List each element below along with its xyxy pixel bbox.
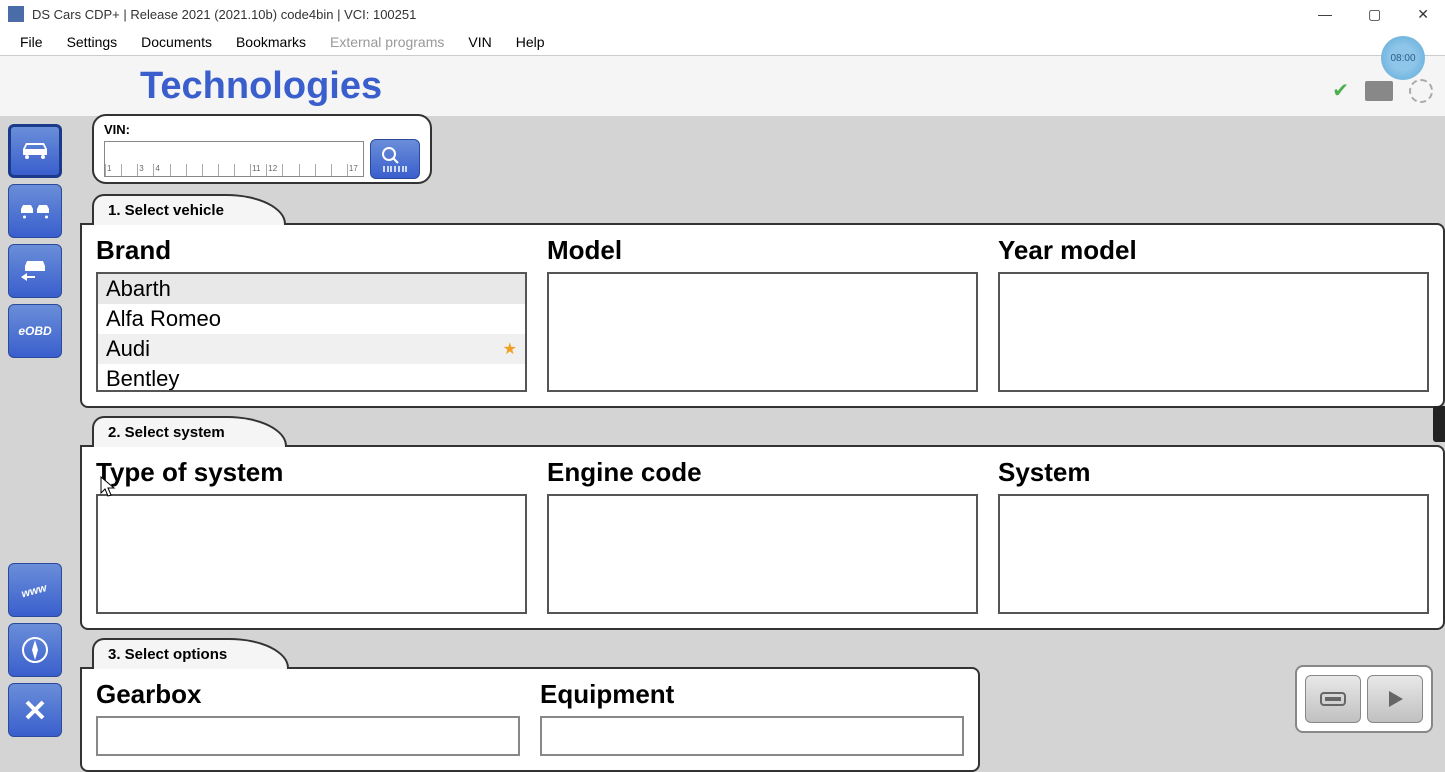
close-button[interactable]: ✕ [1409, 4, 1437, 25]
section-options: 3. Select options Gearbox Equipment [80, 638, 1445, 772]
titlebar: DS Cars CDP+ | Release 2021 (2021.10b) c… [0, 0, 1445, 28]
section-system-tab: 2. Select system [92, 416, 287, 447]
sidebar-close-button[interactable] [8, 683, 62, 737]
year-label: Year model [998, 235, 1429, 266]
gearbox-column: Gearbox [96, 679, 520, 756]
header-status-icons: ✔ [1332, 78, 1433, 103]
check-icon: ✔ [1332, 78, 1349, 103]
eobd-label: eOBD [18, 324, 51, 338]
type-label: Type of system [96, 457, 527, 488]
vin-input[interactable]: 134111217 [104, 141, 364, 177]
header: Technologies 08:00 [0, 56, 1445, 116]
barcode-search-icon [378, 144, 412, 174]
year-column: Year model [998, 235, 1429, 392]
model-label: Model [547, 235, 978, 266]
menu-vin[interactable]: VIN [456, 30, 503, 54]
minimize-button[interactable]: — [1310, 4, 1340, 25]
system-label: System [998, 457, 1429, 488]
gearbox-label: Gearbox [96, 679, 520, 710]
car-back-icon [17, 253, 53, 289]
sidebar-compass-button[interactable] [8, 623, 62, 677]
system-column: System [998, 457, 1429, 614]
sidebar-multicar-button[interactable] [8, 184, 62, 238]
side-handle[interactable] [1433, 406, 1445, 442]
settings-gear-icon[interactable] [1409, 79, 1433, 103]
multi-car-icon [17, 193, 53, 229]
brand-item-alfa-romeo[interactable]: Alfa Romeo [98, 304, 525, 334]
section-vehicle-tab: 1. Select vehicle [92, 194, 286, 225]
section-vehicle: 1. Select vehicle Brand Abarth Alfa Rome… [80, 194, 1445, 408]
clock-badge: 08:00 [1381, 36, 1425, 80]
app-icon [8, 6, 24, 22]
maximize-button[interactable]: ▢ [1360, 4, 1389, 25]
sidebar-www-button[interactable]: www [8, 563, 62, 617]
footer-connect-button[interactable] [1305, 675, 1361, 723]
equipment-label: Equipment [540, 679, 964, 710]
connector-icon [1317, 685, 1349, 713]
compass-icon [17, 632, 53, 668]
footer-next-button[interactable] [1367, 675, 1423, 723]
menubar: File Settings Documents Bookmarks Extern… [0, 28, 1445, 56]
play-icon [1379, 685, 1411, 713]
svg-text:www: www [20, 582, 49, 601]
sidebar-car-button[interactable] [8, 124, 62, 178]
titlebar-text: DS Cars CDP+ | Release 2021 (2021.10b) c… [32, 7, 416, 22]
www-icon: www [17, 572, 53, 608]
engine-label: Engine code [547, 457, 978, 488]
sidebar-back-button[interactable] [8, 244, 62, 298]
model-column: Model [547, 235, 978, 392]
brand-listbox[interactable]: Abarth Alfa Romeo Audi★ Bentley [96, 272, 527, 392]
brand-column: Brand Abarth Alfa Romeo Audi★ Bentley [96, 235, 527, 392]
menu-help[interactable]: Help [504, 30, 557, 54]
footer-buttons [1295, 665, 1433, 733]
year-listbox[interactable] [998, 272, 1429, 392]
brand-label: Brand [96, 235, 527, 266]
vin-search-button[interactable] [370, 139, 420, 179]
equipment-listbox[interactable] [540, 716, 964, 756]
section-options-tab: 3. Select options [92, 638, 289, 669]
content: VIN: 134111217 1. Select vehicle [80, 116, 1445, 745]
brand-item-audi[interactable]: Audi★ [98, 334, 525, 364]
vin-label: VIN: [104, 122, 420, 137]
star-icon: ★ [503, 339, 517, 359]
menu-external-programs[interactable]: External programs [318, 30, 456, 54]
window-controls: — ▢ ✕ [1310, 4, 1437, 25]
model-listbox[interactable] [547, 272, 978, 392]
engine-column: Engine code [547, 457, 978, 614]
car-icon [17, 133, 53, 169]
vin-ticks: 134111217 [105, 164, 363, 176]
engine-listbox[interactable] [547, 494, 978, 614]
menu-file[interactable]: File [8, 30, 55, 54]
main: eOBD www VIN: 134111217 [0, 116, 1445, 745]
type-column: Type of system [96, 457, 527, 614]
logo-text: Technologies [140, 65, 382, 108]
x-icon [17, 692, 53, 728]
sidebar: eOBD www [0, 116, 80, 745]
system-listbox[interactable] [998, 494, 1429, 614]
brand-item-abarth[interactable]: Abarth [98, 274, 525, 304]
type-listbox[interactable] [96, 494, 527, 614]
sidebar-eobd-button[interactable]: eOBD [8, 304, 62, 358]
menu-documents[interactable]: Documents [129, 30, 224, 54]
vin-box: VIN: 134111217 [92, 114, 432, 184]
section-system: 2. Select system Type of system Engine c… [80, 416, 1445, 630]
menu-bookmarks[interactable]: Bookmarks [224, 30, 318, 54]
brand-item-bentley[interactable]: Bentley [98, 364, 525, 392]
equipment-column: Equipment [540, 679, 964, 756]
gearbox-listbox[interactable] [96, 716, 520, 756]
menu-settings[interactable]: Settings [55, 30, 130, 54]
print-icon[interactable] [1365, 81, 1393, 101]
